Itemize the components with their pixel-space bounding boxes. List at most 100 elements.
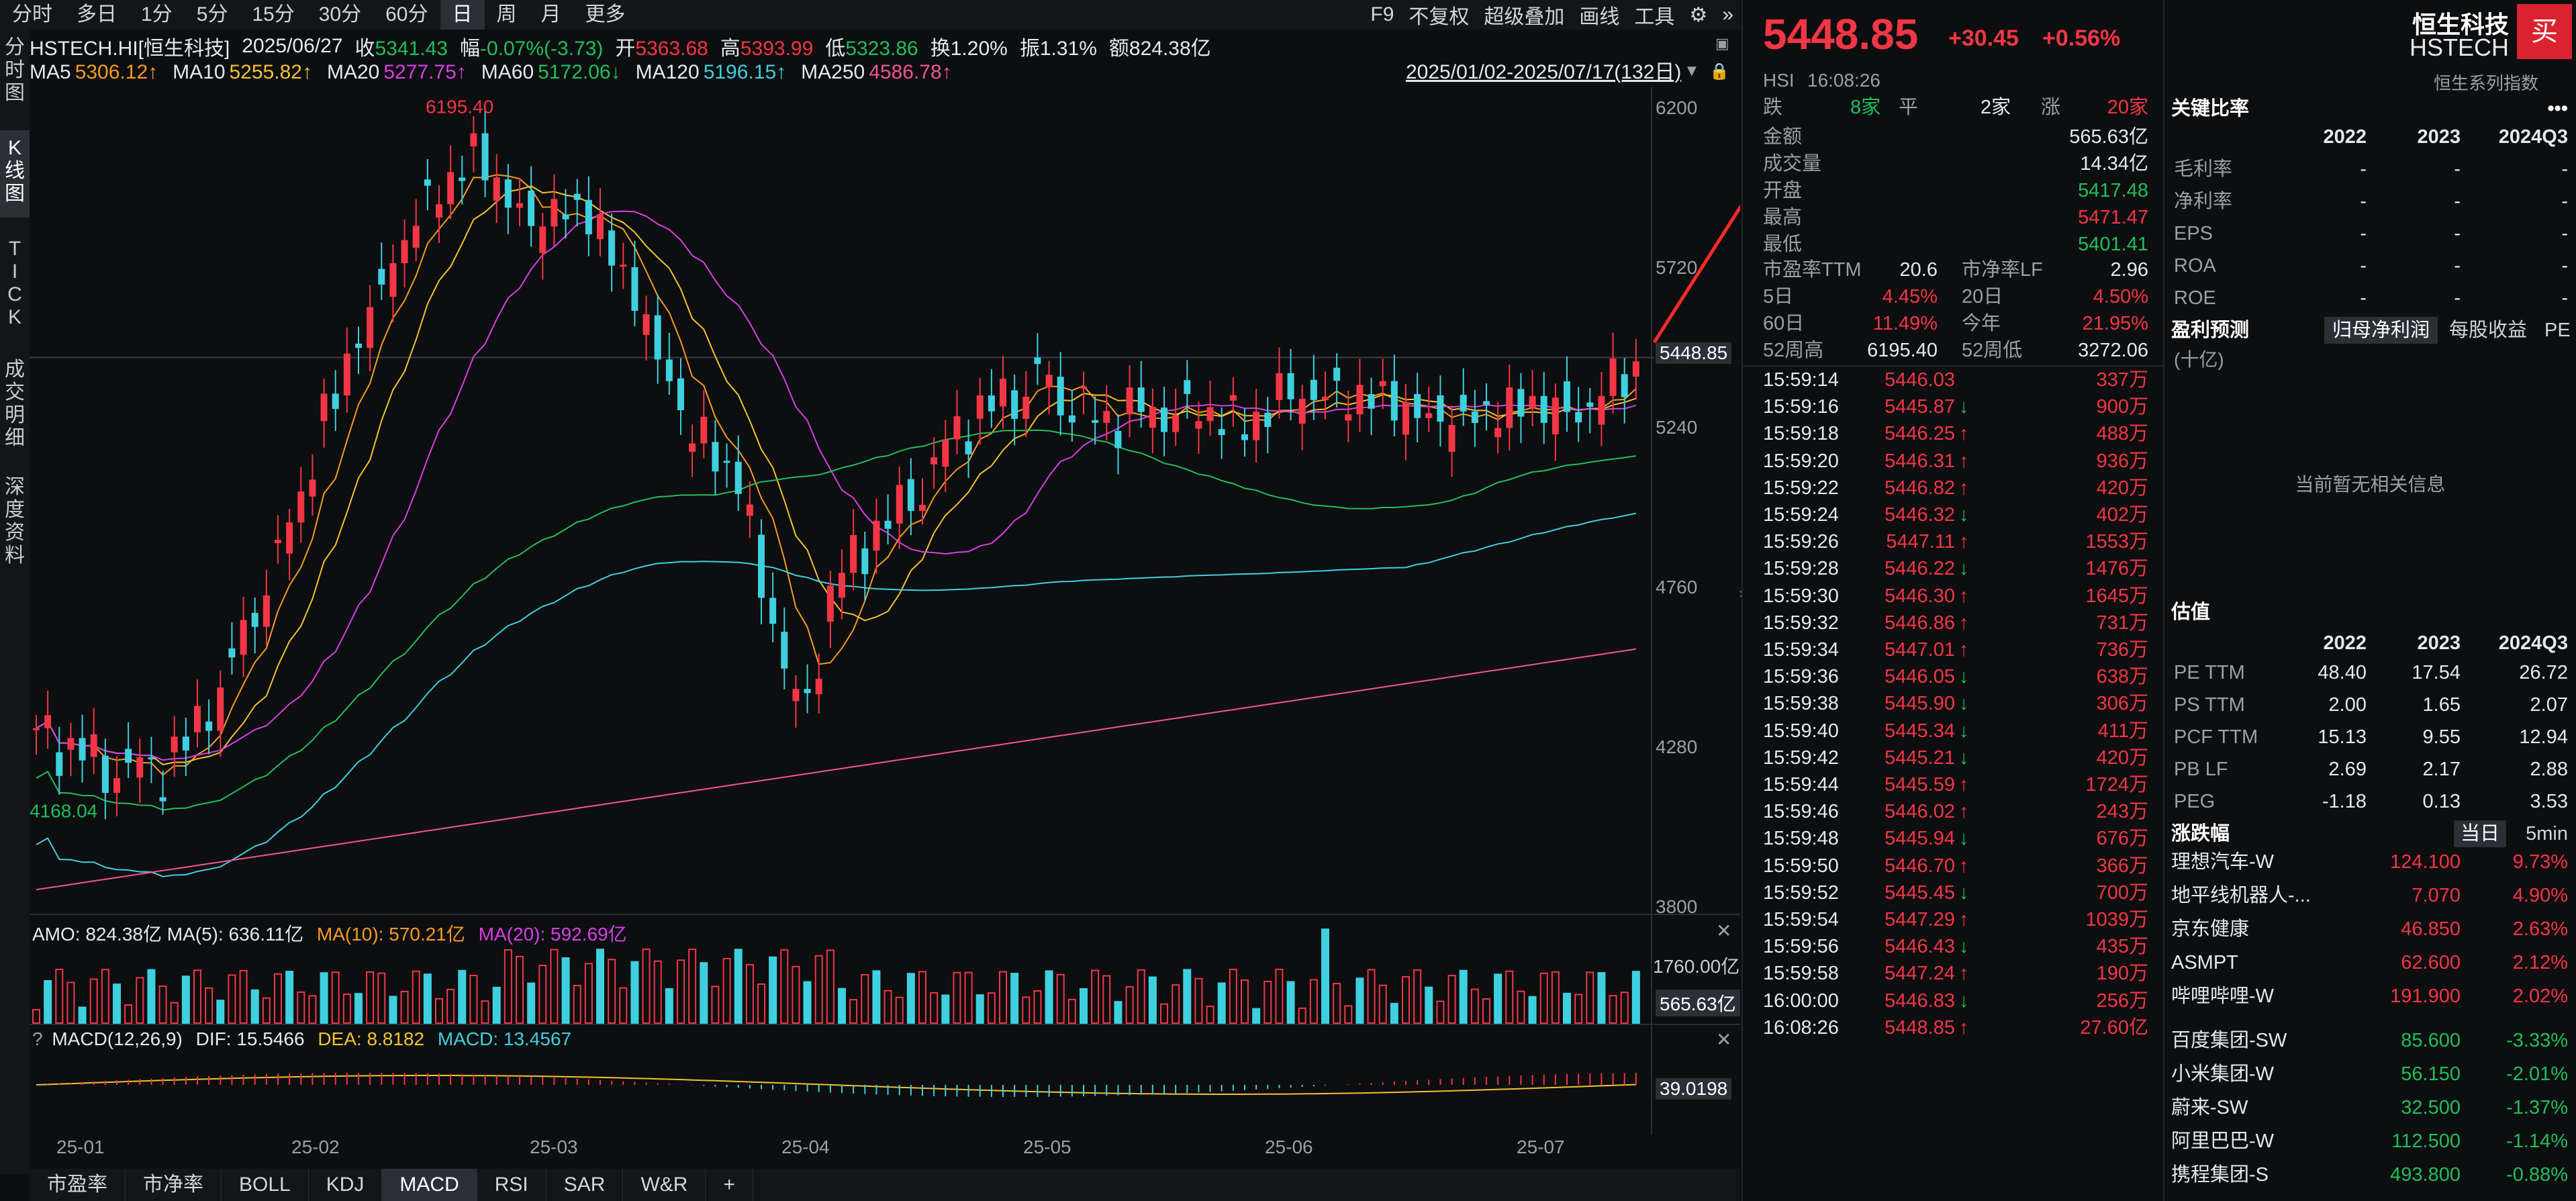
tab-trade-detail[interactable]: 成交明细 [0,352,30,466]
tick-direction-icon: ↑ [1959,612,1969,634]
gainer-row[interactable]: 理想汽车-W 124.100 9.73% [2164,849,2576,875]
indicator-tab[interactable]: 市净率 [126,1169,222,1201]
tick-time: 15:59:50 [1763,855,1839,877]
volume-bar [1436,1000,1445,1024]
settings-gear-icon[interactable]: ⚙ [1689,3,1708,26]
quote-time: 16:08:26 [1807,70,1880,91]
volume-bar [527,982,536,1024]
candle-body [90,734,97,757]
period-tab[interactable]: 更多 [585,3,626,26]
close-macd-icon[interactable]: ✕ [1716,1029,1732,1050]
tab-intraday[interactable]: 分时图 [0,30,30,117]
loser-row[interactable]: 小米集团-W 56.150 -2.01% [2164,1061,2576,1088]
kline-chart[interactable]: 6200 5720 5240 4760 4280 3800 25-01 25-02 25-03 2… [30,87,1740,1169]
candle-body [228,648,236,658]
loser-row[interactable]: 携程集团-S 493.800 -0.88% [2164,1161,2576,1188]
gainer-row[interactable]: 哔哩哔哩-W 191.900 2.02% [2164,983,2576,1010]
tab-net-profit[interactable]: 归母净利润 [2324,317,2438,344]
volume-bar [700,962,708,1024]
volume-bar [412,970,420,1024]
wp-icon[interactable]: ▣ [1715,35,1729,52]
volume-bar [89,978,98,1024]
tick-volume: 190万 [2096,963,2148,985]
tools-button[interactable]: 工具 [1634,6,1675,28]
ma-legend-item: MA60 5172.06↓ [481,61,621,84]
candle-body [67,738,75,750]
close-volume-icon[interactable]: ✕ [1716,920,1732,941]
candle-body [320,393,328,422]
stock-name: ASMPT [2171,952,2238,973]
movers-title: 涨跌幅 [2171,823,2230,845]
lock-icon[interactable]: 🔒 [1709,62,1729,81]
stat2-value: 11.49% [1872,313,1938,334]
candle-body [367,307,374,348]
loser-row[interactable]: 蔚来-SW 32.500 -1.37% [2164,1094,2576,1121]
candle-body [734,461,742,494]
loser-row[interactable]: 阿里巴巴-W 112.500 -1.14% [2164,1128,2576,1155]
candle-body [919,505,926,511]
tab-eps[interactable]: 每股收益 [2449,320,2528,341]
volume-bar [78,1006,87,1024]
period-tab[interactable]: 周 [496,3,517,26]
no-adjust-button[interactable]: 不复权 [1409,6,1470,28]
draw-button[interactable]: 画线 [1579,6,1620,28]
more-icon[interactable]: ••• [2547,98,2568,119]
ratio-value: - [2454,158,2461,180]
indicator-tab[interactable]: RSI [477,1169,546,1201]
tab-pe[interactable]: PE [2544,320,2571,341]
indicator-tab[interactable]: KDJ [309,1169,383,1201]
candle-body [850,535,857,573]
indicator-tab[interactable]: W&R [623,1169,706,1201]
stat2-label: 今年 [1962,313,2001,334]
period-tab[interactable]: 分时 [12,3,52,26]
candle-body [815,679,822,695]
overlay-button[interactable]: 超级叠加 [1484,6,1565,28]
period-tab[interactable]: 日 [440,0,485,30]
candle-body [1000,379,1006,407]
indicator-tab[interactable]: BOLL [222,1169,309,1201]
volume-bar [1286,981,1295,1024]
gainer-row[interactable]: 地平线机器人-... 7.070 4.90% [2164,882,2576,909]
period-tab[interactable]: 1分 [141,3,173,26]
f9-button[interactable]: F9 [1370,3,1394,26]
gainer-row[interactable]: ASMPT 62.600 2.12% [2164,949,2576,976]
candle-body [642,314,650,335]
volume-bar [608,959,616,1024]
tick-time: 15:59:54 [1763,909,1839,930]
period-tab[interactable]: 多日 [77,3,117,26]
help-icon[interactable]: ? [32,1028,43,1049]
indicator-tab[interactable]: + [706,1169,753,1201]
indicator-tab[interactable]: SAR [546,1169,624,1201]
gainer-row[interactable]: 京东健康 46.850 2.63% [2164,916,2576,943]
volume-bar [504,949,512,1024]
candle-body [1092,420,1099,423]
stock-price: 32.500 [2401,1097,2461,1118]
period-tab[interactable]: 15分 [252,3,295,26]
buy-button[interactable]: 买 [2517,4,2572,59]
tick-row: 15:59:56 5446.43 ↓ 435万 [1743,933,2163,960]
volume-bar [975,994,984,1024]
loser-row[interactable]: 百度集团-SW 85.600 -3.33% [2164,1027,2576,1054]
date-range-label[interactable]: 2025/01/02-2025/07/17(132日) [1406,61,1682,83]
candle-body [573,193,581,200]
indicator-tab[interactable]: MACD [382,1169,477,1201]
ratio-value: - [2360,223,2367,244]
indicator-tab[interactable]: 市盈率 [30,1169,126,1201]
period-tab[interactable]: 5分 [196,3,228,26]
candle-body [332,393,339,410]
high-marker: 6195.40 [426,96,493,117]
period-tab[interactable]: 月 [540,3,561,26]
tab-depth-info[interactable]: 深度资料 [0,469,30,583]
tab-5min[interactable]: 5min [2526,823,2568,845]
stat2-row: 60日 11.49% 今年 21.95% [1743,310,2163,337]
candle-body [1437,395,1444,422]
candle-body [884,520,892,529]
range-dropdown-icon[interactable]: ▼ [1684,62,1700,80]
volume-bar [1298,1007,1306,1024]
tab-today[interactable]: 当日 [2453,820,2506,847]
collapse-icon[interactable]: » [1722,3,1733,26]
period-tab[interactable]: 60分 [385,3,428,26]
period-tab[interactable]: 30分 [318,3,362,26]
